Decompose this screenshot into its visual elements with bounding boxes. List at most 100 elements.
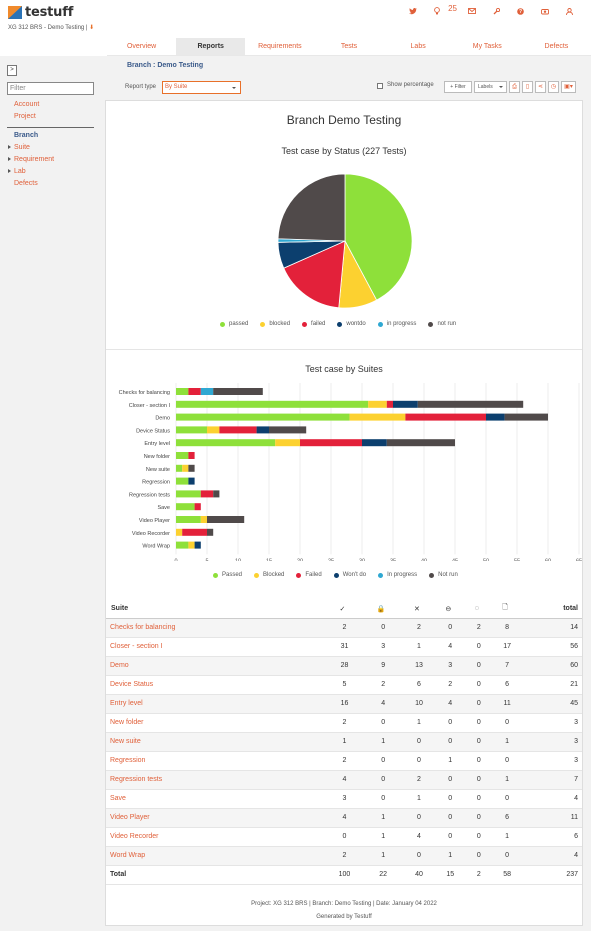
bar-segment-failed[interactable] bbox=[194, 503, 201, 511]
bar-segment-blocked[interactable] bbox=[207, 426, 220, 434]
sidebar-toggle-button[interactable]: > bbox=[7, 65, 17, 76]
tab-overview[interactable]: Overview bbox=[126, 43, 157, 50]
download-icon[interactable]: ⬇ bbox=[89, 25, 95, 31]
bar-segment-passed[interactable] bbox=[176, 400, 369, 408]
legend-item-not-run[interactable]: not run bbox=[428, 321, 456, 327]
bar-segment-passed[interactable] bbox=[176, 464, 183, 472]
show-percentage-checkbox[interactable] bbox=[377, 83, 383, 89]
sidebar-link-account[interactable]: Account bbox=[14, 101, 40, 108]
legend-item-passed[interactable]: passed bbox=[220, 321, 248, 327]
labels-dropdown[interactable]: Labels bbox=[474, 81, 507, 93]
legend-item-in-progress[interactable]: In progress bbox=[378, 572, 417, 578]
pie-slice-failed[interactable] bbox=[283, 240, 346, 309]
suite-link[interactable]: Demo bbox=[106, 656, 326, 676]
bulb-icon[interactable]: 25 bbox=[434, 5, 457, 17]
mail-icon[interactable] bbox=[468, 8, 476, 16]
bar-segment-in-progress[interactable] bbox=[200, 388, 214, 395]
bar-segment-won-t-do[interactable] bbox=[194, 541, 201, 549]
bar-segment-won-t-do[interactable] bbox=[362, 439, 387, 447]
bar-segment-blocked[interactable] bbox=[349, 413, 406, 421]
bar-segment-blocked[interactable] bbox=[200, 516, 207, 523]
bar-segment-won-t-do[interactable] bbox=[188, 477, 195, 485]
bar-segment-won-t-do[interactable] bbox=[486, 413, 505, 421]
legend-item-wontdo[interactable]: wontdo bbox=[337, 321, 366, 327]
tab-my-tasks[interactable]: My Tasks bbox=[472, 43, 502, 50]
bar-segment-failed[interactable] bbox=[219, 426, 257, 434]
suite-link[interactable]: Video Player bbox=[106, 808, 326, 828]
expand-arrow-icon[interactable] bbox=[8, 169, 11, 174]
bar-segment-not-run[interactable] bbox=[386, 439, 455, 447]
legend-item-in-progress[interactable]: in progress bbox=[377, 321, 416, 327]
save-menu-icon[interactable]: ▣▾ bbox=[561, 81, 576, 93]
suite-link[interactable]: New suite bbox=[106, 732, 326, 752]
report-type-select[interactable]: By Suite bbox=[162, 81, 241, 94]
bar-segment-not-run[interactable] bbox=[207, 516, 245, 523]
legend-item-not-run[interactable]: Not run bbox=[429, 572, 458, 578]
bar-segment-failed[interactable] bbox=[405, 413, 486, 421]
bar-segment-won-t-do[interactable] bbox=[393, 400, 418, 408]
filter-button[interactable]: + Filter bbox=[444, 81, 472, 93]
sidebar-link-project[interactable]: Project bbox=[14, 113, 36, 120]
bar-segment-blocked[interactable] bbox=[182, 464, 189, 472]
share-icon[interactable]: ⋖ bbox=[535, 81, 546, 93]
suite-link[interactable]: Device Status bbox=[106, 675, 326, 695]
help-icon[interactable]: ? bbox=[517, 7, 524, 17]
suite-link[interactable]: Save bbox=[106, 789, 326, 809]
suite-link[interactable]: Regression bbox=[106, 751, 326, 771]
legend-item-passed[interactable]: Passed bbox=[213, 572, 242, 578]
tab-reports[interactable]: Reports bbox=[176, 38, 246, 55]
tab-defects[interactable]: Defects bbox=[544, 43, 569, 50]
tab-tests[interactable]: Tests bbox=[340, 43, 358, 50]
legend-item-failed[interactable]: failed bbox=[302, 321, 325, 327]
sidebar-branch-heading[interactable]: Branch bbox=[14, 132, 39, 139]
bar-segment-blocked[interactable] bbox=[188, 541, 195, 549]
bar-segment-blocked[interactable] bbox=[275, 439, 300, 447]
tab-labs[interactable]: Labs bbox=[410, 43, 426, 50]
user-icon[interactable] bbox=[566, 7, 573, 17]
suite-link[interactable]: Regression tests bbox=[106, 770, 326, 790]
pie-slice-not-run[interactable] bbox=[277, 173, 346, 242]
bar-segment-not-run[interactable] bbox=[417, 400, 524, 408]
suite-link[interactable]: Word Wrap bbox=[106, 846, 326, 866]
sidebar-item-lab[interactable]: Lab bbox=[8, 168, 26, 175]
bar-segment-passed[interactable] bbox=[176, 426, 207, 434]
bar-segment-not-run[interactable] bbox=[188, 464, 195, 472]
bar-segment-passed[interactable] bbox=[176, 477, 189, 485]
sidebar-item-defects[interactable]: Defects bbox=[14, 180, 38, 187]
tab-requirements[interactable]: Requirements bbox=[258, 43, 302, 50]
wrench-icon[interactable] bbox=[493, 7, 501, 17]
suite-link[interactable]: Closer - section I bbox=[106, 637, 326, 657]
bar-segment-blocked[interactable] bbox=[176, 528, 183, 536]
suite-link[interactable]: Checks for balancing bbox=[106, 618, 326, 638]
suite-link[interactable]: Entry level bbox=[106, 694, 326, 714]
sidebar-item-requirement[interactable]: Requirement bbox=[8, 156, 54, 163]
pie-slice-passed[interactable] bbox=[344, 173, 413, 301]
bar-segment-failed[interactable] bbox=[182, 528, 207, 536]
bar-segment-not-run[interactable] bbox=[213, 490, 220, 498]
expand-arrow-icon[interactable] bbox=[8, 157, 11, 162]
bar-segment-passed[interactable] bbox=[176, 388, 189, 395]
print-icon[interactable]: ⎙ bbox=[509, 81, 520, 93]
bar-segment-failed[interactable] bbox=[200, 490, 214, 498]
bar-segment-won-t-do[interactable] bbox=[256, 426, 269, 434]
project-selector[interactable]: XG 312 BRS - Demo Testing | ⬇ bbox=[8, 24, 94, 31]
bar-segment-passed[interactable] bbox=[176, 516, 201, 523]
sidebar-filter-input[interactable]: Filter bbox=[7, 82, 94, 95]
bar-segment-failed[interactable] bbox=[300, 439, 362, 447]
bar-segment-not-run[interactable] bbox=[504, 413, 548, 421]
bar-segment-passed[interactable] bbox=[176, 452, 189, 459]
bar-segment-passed[interactable] bbox=[176, 413, 350, 421]
sidebar-item-suite[interactable]: Suite bbox=[8, 144, 30, 151]
bar-segment-passed[interactable] bbox=[176, 503, 195, 511]
legend-item-won-t-do[interactable]: Won't do bbox=[333, 572, 366, 578]
breadcrumb[interactable]: Branch : Demo Testing bbox=[127, 62, 204, 69]
bar-segment-failed[interactable] bbox=[188, 452, 195, 459]
legend-item-failed[interactable]: Failed bbox=[296, 572, 322, 578]
pdf-icon[interactable]: ▯ bbox=[522, 81, 533, 93]
bar-segment-not-run[interactable] bbox=[269, 426, 307, 434]
suite-link[interactable]: Video Recorder bbox=[106, 827, 326, 847]
expand-arrow-icon[interactable] bbox=[8, 145, 11, 150]
bar-segment-failed[interactable] bbox=[188, 388, 201, 395]
legend-item-blocked[interactable]: Blocked bbox=[254, 572, 284, 578]
bar-segment-passed[interactable] bbox=[176, 490, 201, 498]
